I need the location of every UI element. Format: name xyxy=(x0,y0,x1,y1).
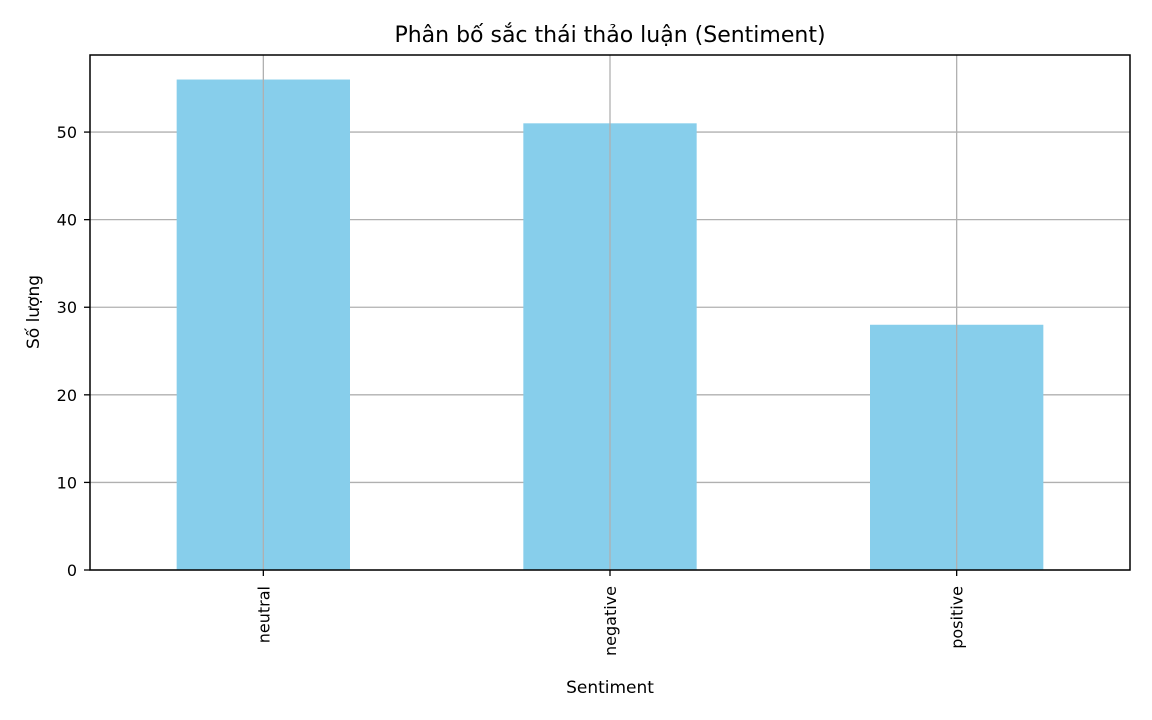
y-axis-ticks: 0 10 20 30 40 50 xyxy=(57,123,90,580)
y-tick-label: 30 xyxy=(57,298,77,317)
x-tick-label: neutral xyxy=(254,586,273,643)
y-tick-label: 50 xyxy=(57,123,77,142)
x-tick-label: negative xyxy=(601,586,620,656)
y-axis-label: Số lượng xyxy=(23,275,44,349)
y-tick-label: 40 xyxy=(57,211,77,230)
y-tick-label: 20 xyxy=(57,386,77,405)
y-tick-label: 0 xyxy=(67,561,77,580)
x-axis-ticks: neutral negative positive xyxy=(254,570,967,656)
y-tick-label: 10 xyxy=(57,473,77,492)
vertical-grid xyxy=(262,55,958,570)
chart-title: Phân bố sắc thái thảo luận (Sentiment) xyxy=(394,23,825,48)
x-axis-label: Sentiment xyxy=(566,678,654,698)
x-tick-label: positive xyxy=(948,586,967,649)
